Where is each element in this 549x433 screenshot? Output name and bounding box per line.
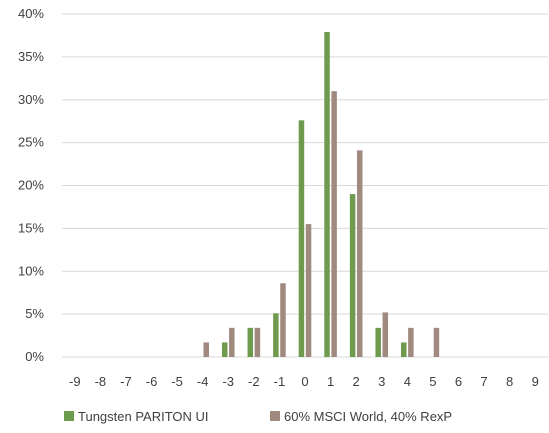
x-tick-label: 3 bbox=[378, 374, 385, 389]
bar-tungsten--2 bbox=[247, 327, 254, 357]
x-tick-label: -7 bbox=[120, 374, 132, 389]
x-tick-label: 2 bbox=[353, 374, 360, 389]
bar-msci--4 bbox=[203, 342, 209, 357]
x-tick-label: 4 bbox=[404, 374, 411, 389]
bar-msci--2 bbox=[254, 327, 261, 357]
bar-msci-5 bbox=[433, 327, 440, 357]
bar-tungsten--1 bbox=[273, 313, 279, 357]
x-tick-label: -2 bbox=[248, 374, 260, 389]
legend-swatch-tungsten bbox=[64, 411, 74, 421]
bar-msci-2 bbox=[356, 150, 363, 357]
y-axis-ticks: 0% 5% 10% 15% 20% 25% 30% 35% 40% bbox=[18, 6, 44, 364]
x-axis-ticks: -9 -8 -7 -6 -5 -4 -3 -2 -1 0 1 2 3 4 5 6 7 8 9 bbox=[69, 374, 539, 389]
x-tick-label: 6 bbox=[455, 374, 462, 389]
x-tick-label: 0 bbox=[301, 374, 308, 389]
bar-msci-3 bbox=[382, 312, 389, 357]
bar-msci--3 bbox=[229, 327, 235, 357]
bar-tungsten-0 bbox=[298, 120, 305, 357]
x-tick-label: 9 bbox=[532, 374, 539, 389]
bar-msci-1 bbox=[331, 91, 337, 358]
legend: Tungsten PARITON UI 60% MSCI World, 40% … bbox=[64, 409, 452, 424]
y-tick-label: 15% bbox=[18, 220, 44, 235]
x-tick-label: -9 bbox=[69, 374, 81, 389]
bar-msci-0 bbox=[305, 224, 312, 357]
legend-label-msci: 60% MSCI World, 40% RexP bbox=[284, 409, 452, 424]
x-tick-label: -3 bbox=[222, 374, 234, 389]
legend-label-tungsten: Tungsten PARITON UI bbox=[78, 409, 209, 424]
y-tick-label: 0% bbox=[25, 349, 44, 364]
y-tick-label: 30% bbox=[18, 92, 44, 107]
x-tick-label: -6 bbox=[146, 374, 158, 389]
gridlines bbox=[62, 13, 548, 358]
x-tick-label: 1 bbox=[327, 374, 334, 389]
legend-swatch-msci bbox=[270, 411, 280, 421]
y-tick-label: 25% bbox=[18, 135, 44, 150]
bar-tungsten-3 bbox=[375, 327, 381, 357]
x-tick-label: -1 bbox=[274, 374, 286, 389]
x-tick-label: -5 bbox=[171, 374, 183, 389]
bars bbox=[203, 32, 440, 358]
bar-msci--1 bbox=[280, 283, 286, 357]
x-tick-label: 7 bbox=[480, 374, 487, 389]
y-tick-label: 20% bbox=[18, 178, 44, 193]
y-tick-label: 40% bbox=[18, 6, 44, 21]
x-tick-label: -8 bbox=[95, 374, 107, 389]
y-tick-label: 10% bbox=[18, 263, 44, 278]
x-tick-label: -4 bbox=[197, 374, 209, 389]
y-tick-label: 35% bbox=[18, 49, 44, 64]
bar-tungsten-2 bbox=[349, 194, 356, 357]
y-tick-label: 5% bbox=[25, 306, 44, 321]
x-tick-label: 5 bbox=[429, 374, 436, 389]
bar-tungsten--3 bbox=[221, 342, 228, 357]
bar-msci-4 bbox=[408, 327, 414, 357]
bar-tungsten-4 bbox=[401, 342, 407, 357]
bar-tungsten-1 bbox=[324, 32, 330, 357]
x-tick-label: 8 bbox=[506, 374, 513, 389]
